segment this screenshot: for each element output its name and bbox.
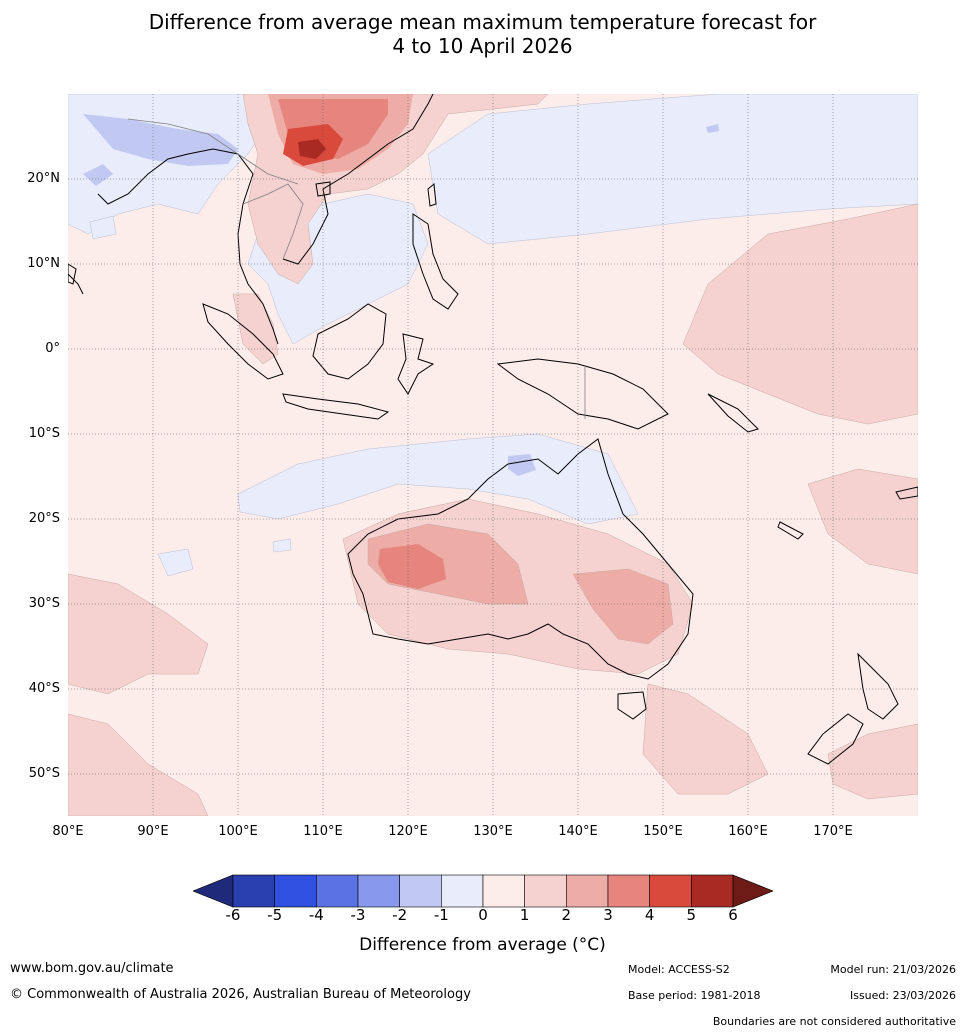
- coast-hainan: [315, 181, 331, 197]
- colorbar-extend-low: [193, 874, 234, 908]
- colorbar-tick-label: -5: [267, 906, 283, 924]
- colorbar-segment: [482, 874, 525, 908]
- footer-copyright: © Commonwealth of Australia 2026, Austra…: [10, 987, 471, 1002]
- coast-philippines: [412, 213, 459, 310]
- forecast-map: [68, 94, 918, 816]
- colorbar-extend-high: [732, 874, 773, 908]
- cool-anomaly-small-2: [272, 538, 292, 553]
- coast-solomons: [707, 393, 759, 433]
- warm-anomaly-fiji: [807, 468, 918, 575]
- colorbar-tick-label: 1: [519, 906, 530, 924]
- cool-anomaly-india: [83, 164, 113, 186]
- cool-anomaly-small-1: [157, 548, 194, 577]
- lon-label-120e: 120°E: [388, 824, 428, 839]
- border-china: [127, 118, 299, 185]
- map-title: Difference from average mean maximum tem…: [0, 10, 965, 58]
- lat-label-40s: 40°S: [28, 681, 60, 696]
- lon-label-150e: 150°E: [643, 824, 683, 839]
- warm-anomaly-south-ocean-2: [68, 713, 209, 816]
- map-canvas: [68, 94, 918, 816]
- title-line-2: 4 to 10 April 2026: [392, 34, 573, 58]
- cool-anomaly-indian-ocean: [237, 433, 639, 525]
- lon-label-110e: 110°E: [303, 824, 343, 839]
- colorbar-segment: [607, 874, 650, 908]
- coast-tasmania: [617, 691, 647, 720]
- colorbar-segment: [316, 874, 359, 908]
- footer-disclaimer: Boundaries are not considered authoritat…: [712, 1015, 956, 1028]
- footer-website[interactable]: www.bom.gov.au/climate: [10, 961, 174, 976]
- warm-anomaly-sumatra: [232, 293, 279, 365]
- colorbar-label: Difference from average (°C): [359, 935, 606, 955]
- coast-new-guinea: [496, 358, 669, 430]
- lon-label-140e: 140°E: [558, 824, 598, 839]
- coast-sulawesi: [397, 333, 435, 395]
- cool-anomaly-arafura: [508, 454, 536, 476]
- footer-issued: Issued: 23/03/2026: [849, 989, 956, 1002]
- warm-anomaly-china-6: [298, 139, 326, 159]
- lon-label-130e: 130°E: [473, 824, 513, 839]
- coast-fiji: [895, 486, 918, 500]
- colorbar-tick-label: -2: [392, 906, 408, 924]
- lat-label-20n: 20°N: [27, 171, 60, 186]
- lon-label-160e: 160°E: [728, 824, 768, 839]
- lat-label-20s: 20°S: [28, 511, 60, 526]
- colorbar-segments: [193, 874, 773, 908]
- coast-new-caledonia: [777, 521, 804, 540]
- lon-label-170e: 170°E: [813, 824, 853, 839]
- graticule: [68, 94, 918, 816]
- colorbar-segment: [357, 874, 400, 908]
- colorbar: [193, 874, 773, 908]
- lon-label-90e: 90°E: [137, 824, 169, 839]
- warm-anomaly-central-pacific: [682, 203, 918, 425]
- lat-label-30s: 30°S: [28, 596, 60, 611]
- colorbar-segment: [232, 874, 275, 908]
- colorbar-tick-label: 5: [686, 906, 697, 924]
- coast-taiwan: [427, 183, 437, 207]
- colorbar-tick-label: -4: [308, 906, 324, 924]
- colorbar-segment: [566, 874, 609, 908]
- coast-sumatra: [202, 303, 284, 380]
- warm-anomaly-australia-3-4: [378, 544, 446, 589]
- colorbar-tick-label: 4: [644, 906, 655, 924]
- footer-base-period: Base period: 1981-2018: [628, 989, 761, 1002]
- country-borders: [127, 118, 586, 419]
- coast-sri-lanka: [68, 263, 77, 285]
- lat-label-10s: 10°S: [28, 426, 60, 441]
- cool-anomaly-indochina-isle: [89, 215, 117, 240]
- lon-label-80e: 80°E: [52, 824, 84, 839]
- coast-new-zealand-south: [807, 713, 864, 765]
- colorbar-segment: [399, 874, 442, 908]
- colorbar-segment: [441, 874, 484, 908]
- colorbar-tick-label: -1: [433, 906, 449, 924]
- colorbar-tick-label: -6: [225, 906, 241, 924]
- lon-label-100e: 100°E: [218, 824, 258, 839]
- coastlines: [68, 94, 918, 765]
- colorbar-tick-label: 2: [561, 906, 572, 924]
- colorbar-tick-label: 0: [478, 906, 488, 924]
- lat-label-10n: 10°N: [27, 256, 60, 271]
- colorbar-tick-label: -3: [350, 906, 366, 924]
- border-indochina: [242, 183, 304, 260]
- colorbar-tick-label: 6: [728, 906, 738, 924]
- lat-label-50s: 50°S: [28, 766, 60, 781]
- coast-java: [282, 393, 390, 420]
- colorbar-segment: [691, 874, 734, 908]
- title-line-1: Difference from average mean maximum tem…: [148, 10, 817, 34]
- lat-label-equator: 0°: [45, 341, 60, 356]
- cool-anomaly-pacific-fleck: [706, 124, 719, 133]
- colorbar-tick-label: 3: [603, 906, 613, 924]
- coast-australia: [347, 438, 694, 680]
- cool-anomaly-pacific-band: [427, 94, 918, 245]
- cool-anomaly-tibet: [83, 114, 238, 166]
- warm-anomaly-southwest-ocean: [68, 573, 209, 695]
- coast-asia: [68, 94, 434, 345]
- warm-anomaly-australia-se-2-3: [572, 568, 674, 645]
- coast-borneo: [312, 303, 387, 380]
- coast-new-zealand-north: [857, 652, 899, 720]
- footer-model-run: Model run: 21/03/2026: [830, 963, 956, 976]
- footer-model: Model: ACCESS-S2: [628, 963, 730, 976]
- colorbar-segment: [524, 874, 567, 908]
- colorbar-segment: [274, 874, 317, 908]
- colorbar-segment: [649, 874, 692, 908]
